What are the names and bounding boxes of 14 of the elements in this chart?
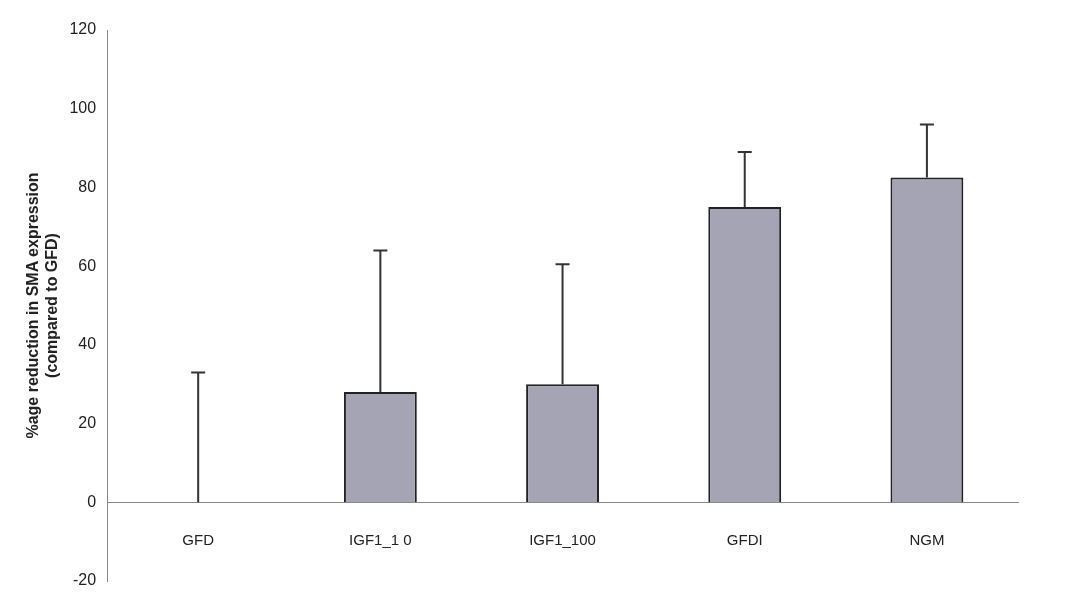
y-tick-label: 60 — [78, 256, 97, 274]
y-tick-label: 40 — [78, 335, 97, 353]
x-tick-label: IGF1_100 — [529, 531, 596, 549]
y-tick-label: 80 — [78, 177, 97, 195]
y-tick-label: 20 — [78, 413, 97, 431]
y-tick-label: -20 — [72, 571, 97, 589]
x-tick-label: IGF1_1 0 — [349, 531, 412, 549]
x-tick-label: GFDI — [726, 531, 763, 549]
x-tick-label: NGM — [909, 531, 945, 549]
y-tick-label: 0 — [87, 492, 97, 510]
y-tick-label: 100 — [69, 99, 97, 117]
x-tick-label: GFD — [182, 531, 215, 549]
y-axis-title: %age reduction in SMA expression (compared to GFD) — [24, 172, 61, 439]
y-tick-label: 120 — [69, 20, 97, 38]
